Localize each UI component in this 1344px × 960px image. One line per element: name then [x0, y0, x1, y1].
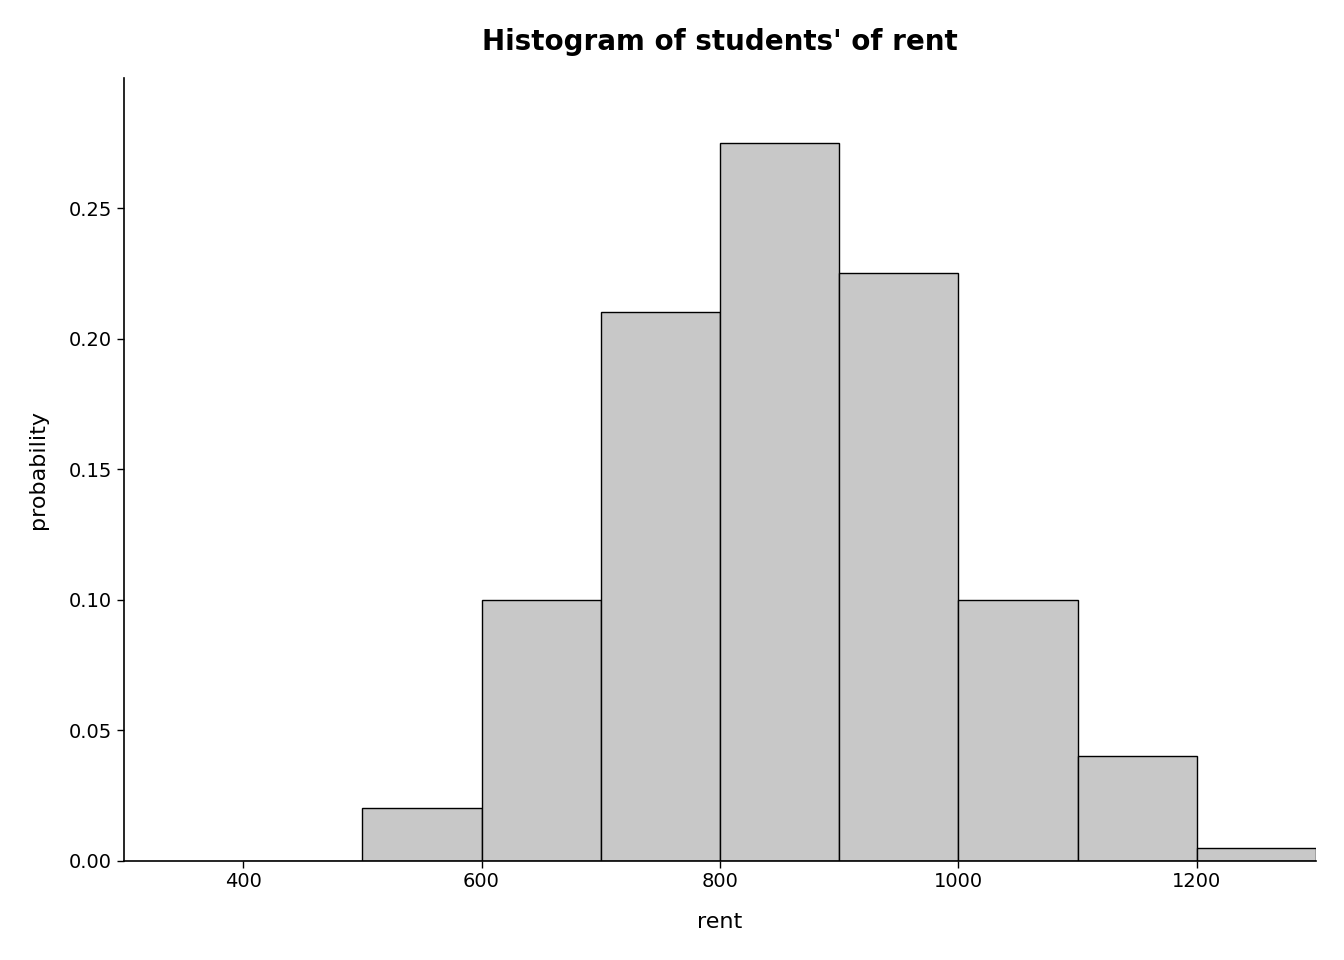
X-axis label: rent: rent	[698, 912, 743, 932]
Bar	[839, 274, 958, 860]
Bar	[1078, 756, 1198, 860]
Bar	[363, 808, 481, 860]
Bar	[1198, 848, 1316, 860]
Bar	[481, 600, 601, 860]
Bar	[601, 312, 720, 860]
Y-axis label: probability: probability	[28, 410, 48, 529]
Bar	[720, 143, 839, 860]
Title: Histogram of students' of rent: Histogram of students' of rent	[482, 28, 958, 56]
Bar	[958, 600, 1078, 860]
